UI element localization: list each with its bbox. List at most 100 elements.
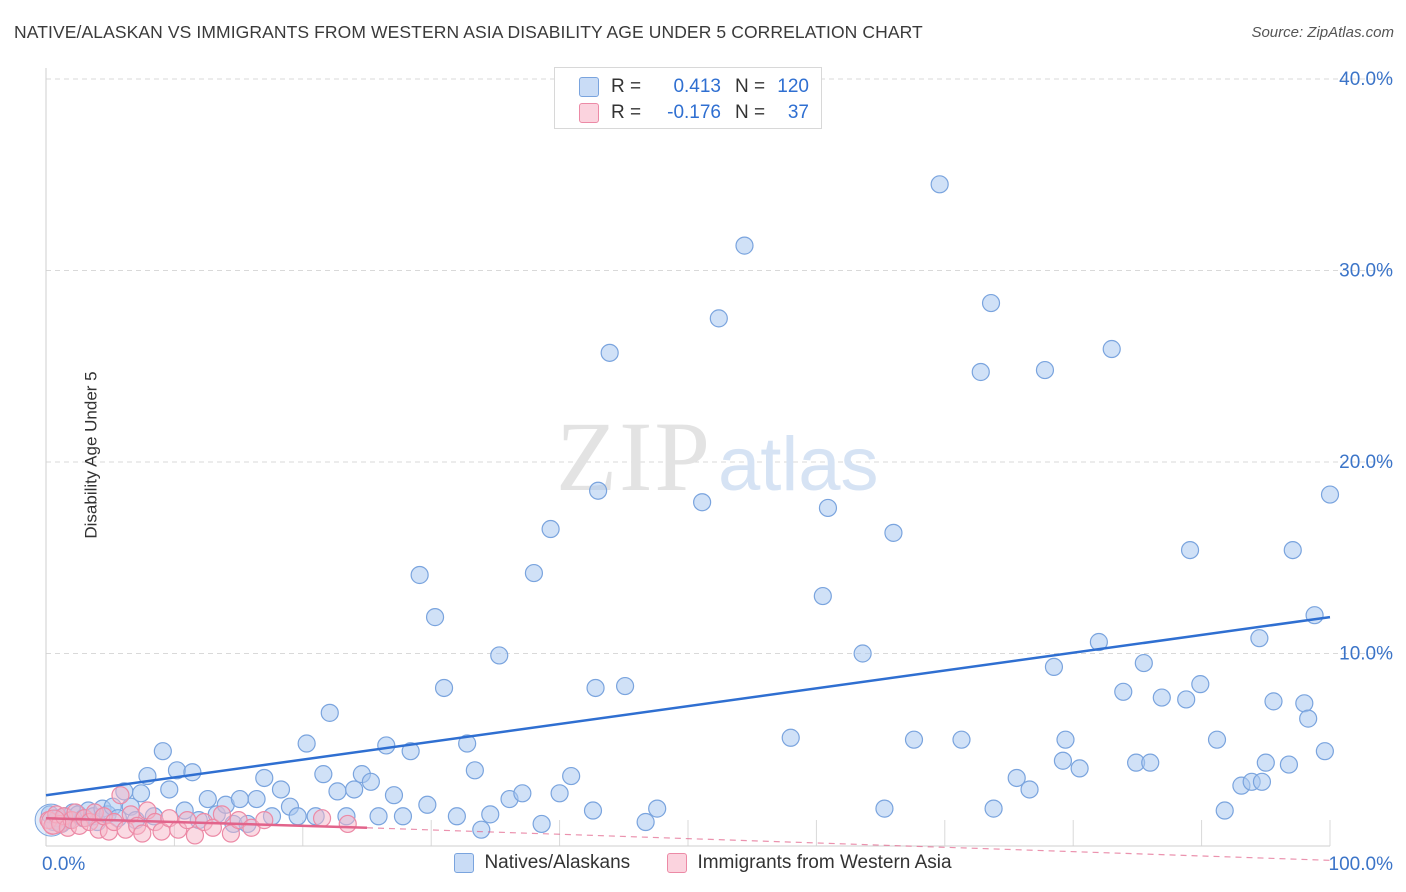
data-point-natives xyxy=(369,807,388,826)
data-point-natives xyxy=(314,765,333,784)
data-point-natives xyxy=(1114,682,1133,701)
data-point-immigrants xyxy=(111,786,130,805)
data-point-natives xyxy=(884,523,903,542)
legend-r-value: 0.413 xyxy=(673,76,721,97)
legend-r-label: R = xyxy=(611,76,642,97)
data-point-natives xyxy=(984,799,1003,818)
data-point-natives xyxy=(636,812,655,832)
data-point-natives xyxy=(230,789,249,809)
legend-n-label: N = xyxy=(735,76,766,97)
data-point-natives xyxy=(1252,772,1272,791)
data-point-natives xyxy=(345,780,364,799)
data-point-natives xyxy=(393,807,413,826)
data-point-natives xyxy=(465,761,484,780)
stats-legend-row-natives: R = 0.413 N = 120 xyxy=(579,74,809,100)
legend-item-immigrants[interactable]: Immigrants from Western Asia xyxy=(667,852,952,874)
data-point-natives xyxy=(1007,768,1026,788)
data-point-natives xyxy=(1089,632,1108,652)
data-point-natives xyxy=(981,293,1001,313)
data-point-natives xyxy=(818,498,838,518)
data-point-natives xyxy=(183,763,202,782)
legend-swatch-natives xyxy=(454,853,475,873)
data-point-natives xyxy=(735,236,754,255)
data-point-natives xyxy=(648,799,667,818)
data-point-natives xyxy=(600,343,619,362)
data-point-natives xyxy=(247,789,266,809)
data-point-immigrants xyxy=(212,805,232,824)
data-point-natives xyxy=(271,780,291,799)
data-point-natives xyxy=(524,563,544,583)
data-point-natives xyxy=(971,362,990,382)
data-point-natives xyxy=(458,734,477,753)
data-point-natives xyxy=(1035,360,1055,380)
data-point-natives xyxy=(434,678,454,698)
data-point-natives xyxy=(328,782,347,801)
watermark-zip: ZIP xyxy=(556,401,712,512)
watermark-atlas: atlas xyxy=(718,422,879,507)
y-tick-label: 40.0% xyxy=(1339,69,1393,90)
data-point-natives xyxy=(541,519,560,539)
data-point-natives xyxy=(1134,653,1153,673)
data-point-natives xyxy=(1177,690,1196,709)
data-point-natives xyxy=(361,772,380,791)
watermark: ZIP atlas xyxy=(556,401,879,512)
data-point-natives xyxy=(1215,801,1234,820)
data-point-natives xyxy=(1207,730,1227,749)
legend-n-label: N = xyxy=(735,102,766,123)
data-point-natives xyxy=(1180,540,1200,560)
legend-n-value: 37 xyxy=(787,102,809,123)
data-point-immigrants xyxy=(41,809,67,835)
data-point-natives xyxy=(1250,629,1269,648)
data-point-natives xyxy=(1044,657,1064,677)
data-point-natives xyxy=(583,801,603,820)
trend-lines xyxy=(45,615,1331,861)
data-point-natives xyxy=(1295,694,1314,713)
data-point-natives xyxy=(1141,753,1160,772)
data-point-natives xyxy=(904,730,924,749)
data-point-immigrants xyxy=(185,826,205,845)
data-point-natives xyxy=(153,742,172,761)
data-point-natives xyxy=(930,175,949,194)
trend-line-natives xyxy=(45,615,1331,797)
data-point-natives xyxy=(1056,730,1075,749)
data-point-natives xyxy=(693,493,712,512)
data-point-natives xyxy=(490,646,509,665)
legend-r-label: R = xyxy=(611,102,642,123)
y-axis-label: Disability Age Under 5 xyxy=(81,371,101,539)
x-tick-label: 0.0% xyxy=(42,854,85,875)
data-point-immigrants xyxy=(221,824,240,843)
series-natives-points xyxy=(34,175,1340,839)
data-point-natives xyxy=(288,807,307,826)
data-point-natives xyxy=(472,820,491,839)
data-point-natives xyxy=(1102,339,1121,359)
y-tick-label: 10.0% xyxy=(1339,644,1393,665)
data-point-natives xyxy=(1279,755,1299,774)
data-point-immigrants xyxy=(312,809,332,828)
y-tick-label: 30.0% xyxy=(1339,261,1393,282)
data-point-natives xyxy=(532,814,551,834)
data-point-natives xyxy=(418,795,437,814)
legend-item-natives[interactable]: Natives/Alaskans xyxy=(454,852,630,874)
stats-legend-row-immigrants: R = -0.176 N = 37 xyxy=(579,100,809,126)
data-point-natives xyxy=(160,780,179,799)
legend-label-immigrants: Immigrants from Western Asia xyxy=(697,852,952,873)
legend-label-natives: Natives/Alaskans xyxy=(484,852,631,873)
data-point-natives xyxy=(297,734,316,753)
data-point-natives xyxy=(562,766,581,786)
data-point-natives xyxy=(1320,485,1340,504)
series-legend: Natives/Alaskans Immigrants from Western… xyxy=(0,852,1406,879)
data-point-natives xyxy=(1256,753,1275,772)
legend-swatch-natives xyxy=(579,77,599,97)
data-point-natives xyxy=(377,736,396,755)
legend-swatch-immigrants xyxy=(667,853,688,873)
data-point-natives xyxy=(1152,688,1171,707)
data-point-immigrants xyxy=(133,824,152,843)
stats-legend: R = 0.413 N = 120 R = -0.176 N = 37 xyxy=(554,67,822,129)
source-label: Source: ZipAtlas.com xyxy=(1251,24,1394,41)
axes xyxy=(45,68,1330,847)
data-point-natives xyxy=(875,799,894,818)
data-point-natives xyxy=(1264,692,1283,711)
data-point-natives xyxy=(1020,780,1039,799)
y-tick-label: 20.0% xyxy=(1339,452,1393,473)
